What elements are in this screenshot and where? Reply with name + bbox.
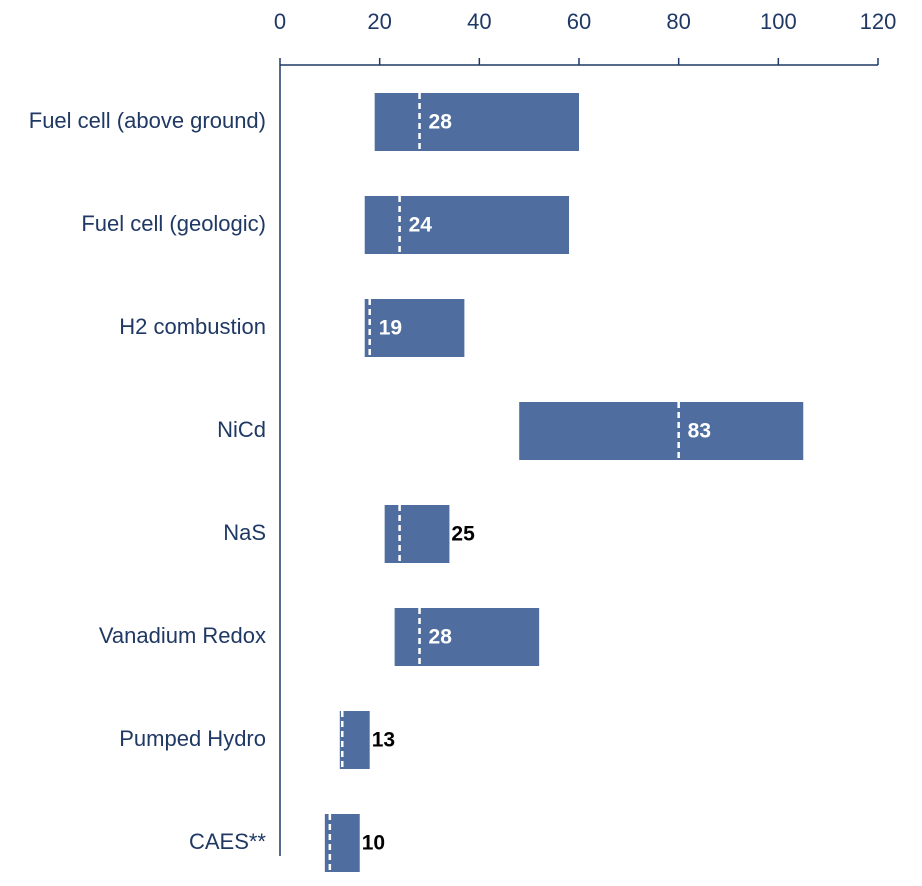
data-label: 28 <box>429 111 453 134</box>
bar <box>384 505 450 563</box>
category-label: CAES** <box>189 829 266 854</box>
bar <box>339 711 370 769</box>
data-label: 83 <box>688 420 711 443</box>
category-label: NiCd <box>217 417 266 442</box>
bar <box>364 299 465 357</box>
data-label: 24 <box>409 214 433 237</box>
bar <box>394 608 540 666</box>
x-tick-label: 120 <box>860 9 897 34</box>
category-label: Vanadium Redox <box>99 623 266 648</box>
x-tick-label: 20 <box>367 9 391 34</box>
bar <box>364 196 570 254</box>
bar <box>519 402 804 460</box>
category-label: Pumped Hydro <box>119 726 266 751</box>
x-tick-label: 60 <box>567 9 591 34</box>
bar <box>374 93 579 151</box>
category-label: H2 combustion <box>119 314 266 339</box>
x-tick-label: 40 <box>467 9 491 34</box>
x-tick-label: 80 <box>666 9 690 34</box>
category-label: Fuel cell (geologic) <box>81 211 266 236</box>
category-label: Fuel cell (above ground) <box>29 108 266 133</box>
data-label: 10 <box>362 832 385 855</box>
category-label: NaS <box>223 520 266 545</box>
data-label: 19 <box>379 317 402 340</box>
bar <box>324 814 360 872</box>
data-label: 13 <box>372 729 395 752</box>
data-label: 25 <box>451 523 475 546</box>
x-tick-label: 100 <box>760 9 797 34</box>
x-tick-label: 0 <box>274 9 286 34</box>
data-label: 28 <box>429 626 453 649</box>
